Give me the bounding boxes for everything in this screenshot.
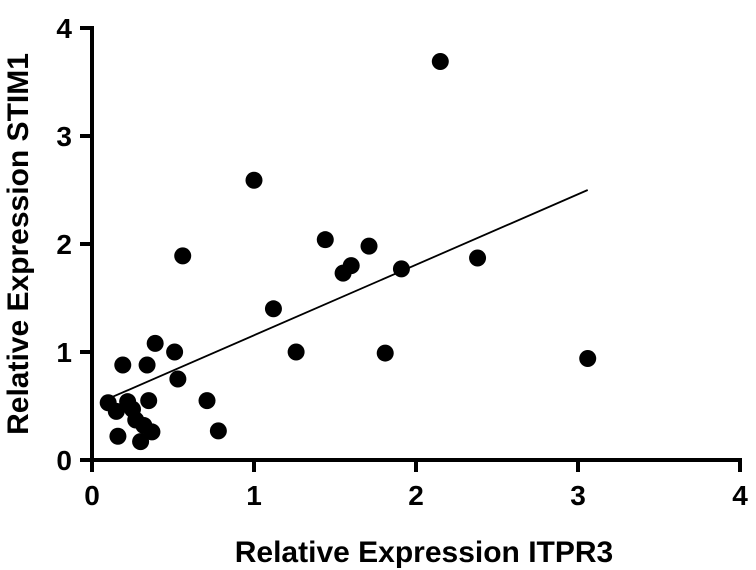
data-point bbox=[431, 52, 449, 70]
data-point bbox=[132, 433, 150, 451]
data-point bbox=[209, 422, 227, 440]
data-points bbox=[99, 52, 597, 451]
data-point bbox=[169, 370, 187, 388]
data-point bbox=[140, 392, 158, 410]
y-tick-label: 3 bbox=[56, 121, 72, 152]
data-point bbox=[360, 237, 378, 255]
axes bbox=[90, 26, 742, 462]
data-point bbox=[166, 343, 184, 361]
data-point bbox=[146, 334, 164, 352]
data-point bbox=[342, 257, 360, 275]
data-point bbox=[174, 247, 192, 265]
x-axis-title: Relative Expression ITPR3 bbox=[235, 536, 614, 569]
data-point bbox=[245, 171, 263, 189]
y-axis-title: Relative Expression STIM1 bbox=[2, 53, 35, 435]
data-point bbox=[198, 392, 216, 410]
x-tick-label: 0 bbox=[84, 480, 100, 511]
data-point bbox=[107, 402, 125, 420]
trendline bbox=[111, 189, 589, 399]
data-point bbox=[376, 344, 394, 362]
y-tick-label: 2 bbox=[56, 229, 72, 260]
data-point bbox=[579, 349, 597, 367]
data-point bbox=[392, 260, 410, 278]
tick-labels: 0 1 2 3 4 0 1 2 3 4 bbox=[56, 13, 748, 511]
data-point bbox=[143, 423, 161, 441]
x-tick-label: 1 bbox=[246, 480, 262, 511]
data-point bbox=[114, 356, 132, 374]
x-tick-label: 4 bbox=[732, 480, 748, 511]
data-point bbox=[264, 300, 282, 318]
y-tick-label: 4 bbox=[56, 13, 72, 44]
data-point bbox=[316, 231, 334, 249]
y-tick-label: 0 bbox=[56, 445, 72, 476]
data-point bbox=[287, 343, 305, 361]
ticks bbox=[80, 26, 742, 472]
x-tick-label: 2 bbox=[408, 480, 424, 511]
data-point bbox=[109, 427, 127, 445]
data-point bbox=[469, 249, 487, 267]
x-tick-label: 3 bbox=[570, 480, 586, 511]
y-tick-label: 1 bbox=[56, 337, 72, 368]
data-point bbox=[138, 356, 156, 374]
